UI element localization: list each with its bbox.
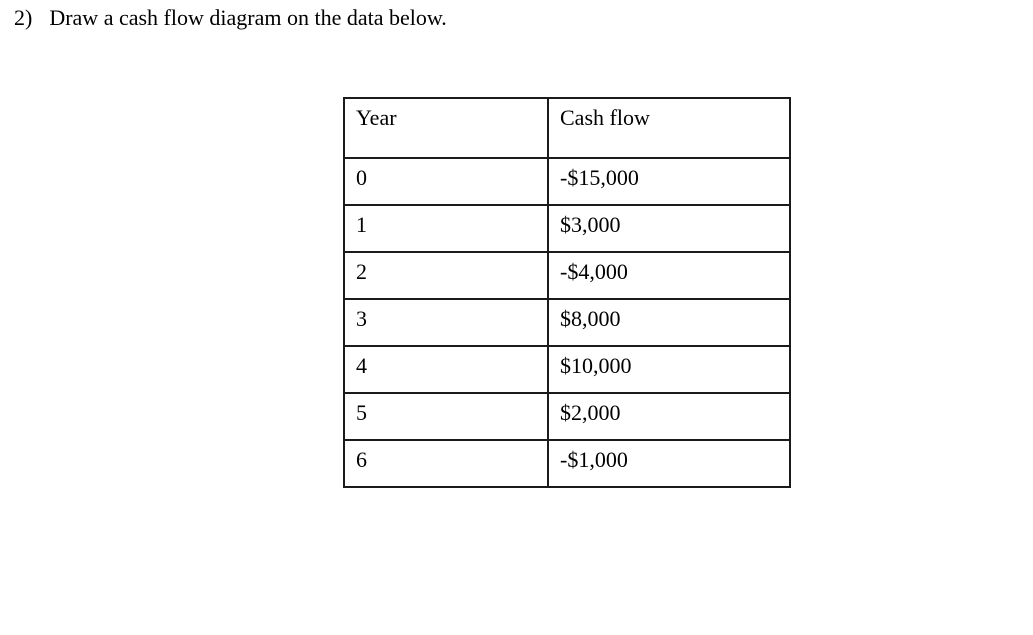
table-row: 0 -$15,000 bbox=[343, 157, 791, 206]
year-cell: 2 bbox=[343, 251, 549, 300]
year-cell: 1 bbox=[343, 204, 549, 253]
cash-flow-table: Year Cash flow 0 -$15,000 1 $3,000 2 -$4,000 3… bbox=[343, 97, 791, 488]
table-row: 5 $2,000 bbox=[343, 392, 791, 441]
table-row: 6 -$1,000 bbox=[343, 439, 791, 488]
year-cell: 0 bbox=[343, 157, 549, 206]
cashflow-cell: -$15,000 bbox=[547, 157, 791, 206]
table-body: 0 -$15,000 1 $3,000 2 -$4,000 3 $8,000 4 $10,000 5… bbox=[343, 157, 791, 488]
cashflow-cell: $10,000 bbox=[547, 345, 791, 394]
cashflow-column-header: Cash flow bbox=[547, 97, 791, 159]
table-header-row: Year Cash flow bbox=[343, 97, 791, 159]
year-cell: 5 bbox=[343, 392, 549, 441]
year-column-header: Year bbox=[343, 97, 549, 159]
table-row: 1 $3,000 bbox=[343, 204, 791, 253]
question-number: 2) bbox=[14, 5, 33, 30]
question-text: Draw a cash flow diagram on the data bel… bbox=[49, 5, 447, 30]
year-cell: 4 bbox=[343, 345, 549, 394]
table-row: 4 $10,000 bbox=[343, 345, 791, 394]
year-cell: 6 bbox=[343, 439, 549, 488]
table-row: 3 $8,000 bbox=[343, 298, 791, 347]
table-row: 2 -$4,000 bbox=[343, 251, 791, 300]
cashflow-cell: -$4,000 bbox=[547, 251, 791, 300]
cashflow-cell: $8,000 bbox=[547, 298, 791, 347]
cashflow-cell: $2,000 bbox=[547, 392, 791, 441]
cashflow-cell: -$1,000 bbox=[547, 439, 791, 488]
question-line: 2) Draw a cash flow diagram on the data b… bbox=[14, 5, 447, 31]
year-cell: 3 bbox=[343, 298, 549, 347]
cashflow-cell: $3,000 bbox=[547, 204, 791, 253]
